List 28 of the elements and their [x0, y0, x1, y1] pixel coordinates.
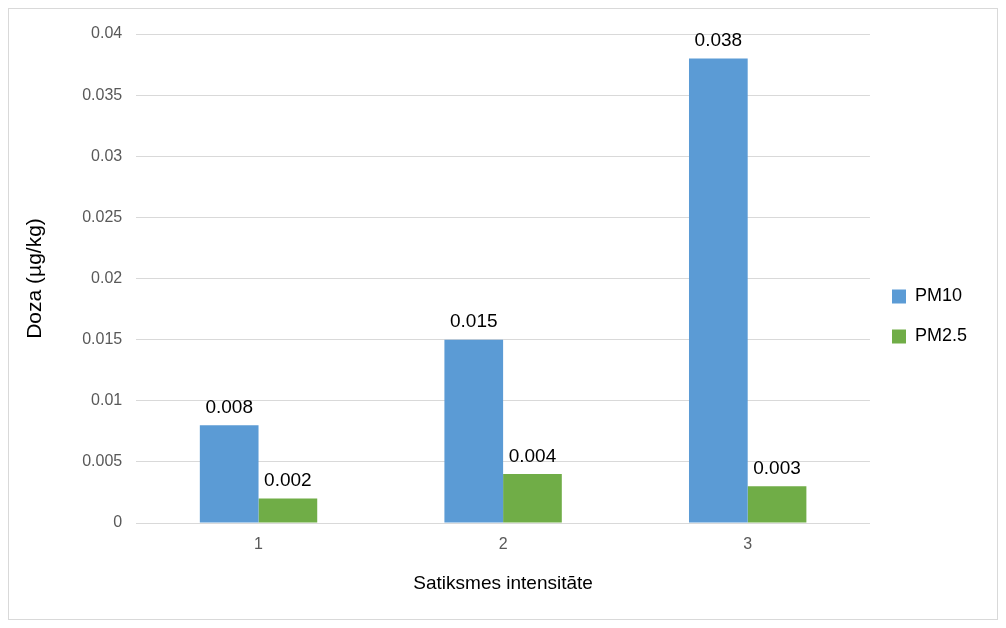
data-label: 0.015 — [449, 310, 498, 332]
y-tick-label: 0.04 — [91, 24, 123, 42]
data-label: 0.002 — [264, 469, 312, 491]
x-axis-title: Satiksmes intensitāte — [413, 571, 593, 593]
y-tick-label: 0.01 — [91, 391, 123, 409]
legend-label: PM10 — [914, 285, 963, 306]
data-label: 0.004 — [508, 444, 557, 466]
y-tick-label: 0.005 — [82, 452, 123, 470]
data-label: 0.003 — [753, 457, 801, 479]
legend-label: PM2.5 — [914, 325, 968, 346]
x-tick-label: 3 — [743, 535, 753, 553]
bar — [258, 498, 318, 523]
y-tick-label: 0.03 — [91, 146, 123, 164]
x-tick-label: 2 — [498, 535, 508, 553]
bar — [503, 474, 562, 523]
y-axis-title: Doza (µg/kg) — [22, 218, 46, 339]
bar — [747, 486, 807, 523]
bar — [688, 58, 748, 523]
y-tick-label: 0.02 — [91, 268, 123, 286]
y-tick-label: 0.015 — [82, 330, 123, 348]
data-label: 0.008 — [205, 395, 253, 417]
bar — [444, 339, 504, 523]
bar — [199, 425, 259, 523]
y-tick-label: 0.025 — [82, 207, 123, 225]
y-tick-label: 0 — [113, 513, 123, 531]
data-label: 0.038 — [694, 29, 743, 51]
x-tick-label: 1 — [254, 535, 264, 553]
y-tick-label: 0.035 — [82, 85, 123, 103]
